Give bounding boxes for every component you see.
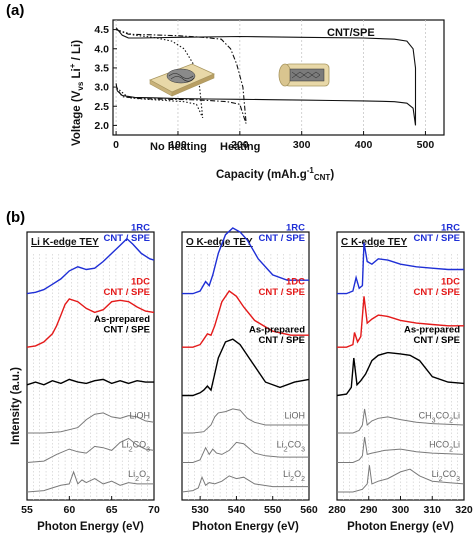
y-tick-label-a: 4.5 <box>94 24 109 36</box>
spectrum-line <box>337 242 464 295</box>
x-tick-label: 540 <box>228 504 246 516</box>
series-label: 1DC <box>441 276 460 287</box>
spectrum-line <box>182 408 309 434</box>
panel-title: Li K-edge TEY <box>31 237 99 248</box>
x-tick-label: 550 <box>264 504 282 516</box>
y-tick-label-a: 4.0 <box>94 43 109 55</box>
x-tick-label: 65 <box>106 504 118 516</box>
panel-label-a: (a) <box>6 2 24 19</box>
x-tick-label: 55 <box>21 504 33 516</box>
spectrum-line <box>26 470 154 493</box>
series-label: LiOH <box>284 410 305 420</box>
series-label: Li2O2 <box>283 469 305 483</box>
x-tick-label: 290 <box>360 504 378 516</box>
annotation-heating: Heating <box>220 141 260 153</box>
x-tick-label-a: 0 <box>113 139 119 151</box>
series-label: 1RC <box>286 223 305 234</box>
series-label: As-prepared <box>94 314 150 325</box>
spectrum-line <box>182 227 309 295</box>
annotation-cnt-spe: CNT/SPE <box>327 27 375 39</box>
voltage-capacity-chart: 0 100 200 300 400 500 2.0 2.5 3.0 3.5 4.0 4.5 CNT/S… <box>68 19 445 182</box>
x-axis-label: Photon Energy (eV) <box>347 521 454 533</box>
spectrum-line <box>336 351 465 397</box>
flat-cnt-spe-illustration <box>149 63 215 97</box>
tubular-cnt-spe-illustration <box>278 63 330 87</box>
series-label: LiOH <box>129 410 150 420</box>
y-axis-label-a: Voltage (Vvs Li+ / Li) <box>68 40 85 146</box>
x-tick-label: 560 <box>300 504 318 516</box>
y-tick-label-a: 2.5 <box>94 101 109 113</box>
series-label: CNT / SPE <box>259 335 305 346</box>
x-tick-label: 70 <box>148 504 160 516</box>
series-line-cnt-spe <box>115 27 417 126</box>
x-tick-label: 320 <box>455 504 473 516</box>
series-line-heating <box>115 29 247 124</box>
panel-title: O K-edge TEY <box>186 237 253 248</box>
y-tick-label-a: 2.0 <box>94 120 109 132</box>
spectrum-line <box>26 378 154 386</box>
series-label: CNT / SPE <box>414 335 460 346</box>
series-label: 1DC <box>131 276 150 287</box>
series-label: CNT / SPE <box>104 233 150 244</box>
series-label: CNT / SPE <box>259 233 305 244</box>
panel-title: C K-edge TEY <box>341 237 407 248</box>
spectrum-line <box>26 298 155 348</box>
series-label: Li2O2 <box>128 469 150 483</box>
spectrum-line <box>26 237 155 295</box>
series-label: Li2CO3 <box>432 469 460 483</box>
x-tick-label-a: 500 <box>417 139 435 151</box>
spectrum-line <box>337 408 465 434</box>
series-label: 1RC <box>441 223 460 234</box>
series-label: CH3CO2Li <box>419 410 460 424</box>
x-tick-label-a: 300 <box>293 139 311 151</box>
x-tick-label: 60 <box>63 504 75 516</box>
spectrum-line <box>182 338 310 397</box>
series-label: CNT / SPE <box>259 287 305 298</box>
spectrum-line <box>181 475 309 493</box>
series-label: CNT / SPE <box>104 324 150 335</box>
series-label: As-prepared <box>249 325 305 336</box>
spectrum-line <box>337 436 465 463</box>
spectrum-line <box>337 296 464 348</box>
series-label: As-prepared <box>404 325 460 336</box>
series-label: HCO2Li <box>429 440 460 454</box>
x-tick-label: 310 <box>423 504 441 516</box>
x-tick-label-a: 400 <box>355 139 373 151</box>
series-label: CNT / SPE <box>104 287 150 298</box>
series-label: 1DC <box>286 276 305 287</box>
x-axis-label-a: Capacity (mAh.g-1CNT) <box>216 166 334 182</box>
x-tick-label: 300 <box>392 504 410 516</box>
series-label: CNT / SPE <box>414 287 460 298</box>
x-tick-label: 530 <box>191 504 209 516</box>
spectrum-line <box>26 437 155 463</box>
series-label: Li2CO3 <box>277 440 305 454</box>
x-tick-label: 280 <box>328 504 346 516</box>
x-axis-label: Photon Energy (eV) <box>192 521 299 533</box>
annotation-no-heating: No heating <box>150 141 207 153</box>
x-tick-label-a: 200 <box>231 139 249 151</box>
series-label: 1RC <box>131 223 150 234</box>
series-label: Li2CO3 <box>122 440 150 454</box>
spectrum-line <box>27 412 155 434</box>
y-tick-label-a: 3.5 <box>94 62 109 74</box>
x-tick-label-a: 100 <box>169 139 187 151</box>
spectrum-line <box>337 465 465 493</box>
spectrum-line <box>182 290 309 348</box>
spectrum-line <box>182 441 309 463</box>
y-tick-label-a: 3.0 <box>94 82 109 94</box>
y-axis-label-b: Intensity (a.u.) <box>10 367 22 445</box>
x-axis-label: Photon Energy (eV) <box>37 521 144 533</box>
panel-label-b: (b) <box>6 209 25 226</box>
series-label: CNT / SPE <box>414 233 460 244</box>
